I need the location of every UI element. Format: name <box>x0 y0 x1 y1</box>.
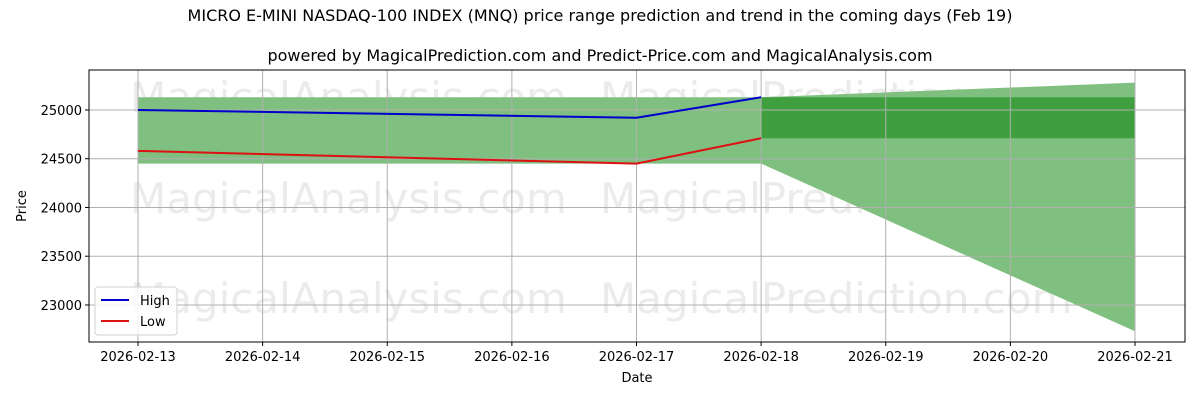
watermark: MagicalAnalysis.com <box>130 174 567 223</box>
series-line-high <box>137 96 762 119</box>
y-tick-label: 24000 <box>41 201 82 216</box>
x-tick-label: 2026-02-20 <box>973 350 1049 365</box>
watermark: MagicalAnalysis.com <box>130 274 567 323</box>
y-tick-label: 23500 <box>41 250 82 265</box>
x-tick-label: 2026-02-17 <box>599 350 675 365</box>
x-tick-label: 2026-02-14 <box>225 350 301 365</box>
x-tick-label: 2026-02-13 <box>100 350 176 365</box>
y-tick-label: 25000 <box>41 104 82 119</box>
y-axis-label: Price <box>15 190 30 222</box>
range-band <box>761 97 1135 139</box>
x-axis-label: Date <box>621 371 652 386</box>
chart-title: MICRO E-MINI NASDAQ-100 INDEX (MNQ) pric… <box>187 6 1013 25</box>
chart-subtitle: powered by MagicalPrediction.com and Pre… <box>267 46 933 65</box>
series-line-low <box>137 137 762 165</box>
y-tick-label: 24500 <box>41 153 82 168</box>
legend-label: Low <box>140 315 166 330</box>
y-tick-label: 23000 <box>41 299 82 314</box>
x-tick-label: 2026-02-18 <box>723 350 799 365</box>
x-tick-label: 2026-02-16 <box>474 350 550 365</box>
range-band <box>138 97 762 164</box>
x-tick-label: 2026-02-21 <box>1097 350 1173 365</box>
watermark: MagicalPrediction.com <box>600 274 1073 323</box>
legend-label: High <box>140 294 170 309</box>
x-tick-label: 2026-02-19 <box>848 350 924 365</box>
x-tick-label: 2026-02-15 <box>349 350 425 365</box>
